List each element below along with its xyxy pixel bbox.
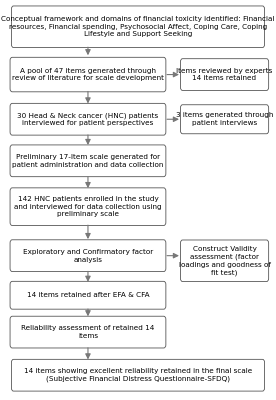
Text: Construct Validity
assessment (factor
loadings and goodness of
fit test): Construct Validity assessment (factor lo… xyxy=(179,246,270,276)
FancyBboxPatch shape xyxy=(10,57,166,92)
Text: Reliability assessment of retained 14
items: Reliability assessment of retained 14 it… xyxy=(21,325,155,339)
FancyBboxPatch shape xyxy=(181,59,269,90)
FancyBboxPatch shape xyxy=(10,316,166,348)
FancyBboxPatch shape xyxy=(10,240,166,272)
Text: 142 HNC patients enrolled in the study
and interviewed for data collection using: 142 HNC patients enrolled in the study a… xyxy=(14,196,162,218)
Text: Conceptual framework and domains of financial toxicity identified: Financial
res: Conceptual framework and domains of fina… xyxy=(1,16,275,38)
FancyBboxPatch shape xyxy=(11,6,265,48)
FancyBboxPatch shape xyxy=(10,145,166,177)
Text: 30 Head & Neck cancer (HNC) patients
interviewed for patient perspectives: 30 Head & Neck cancer (HNC) patients int… xyxy=(17,112,159,126)
FancyBboxPatch shape xyxy=(181,105,269,134)
FancyBboxPatch shape xyxy=(181,240,269,282)
FancyBboxPatch shape xyxy=(10,188,166,226)
Text: 3 items generated through
patient interviews: 3 items generated through patient interv… xyxy=(176,112,273,126)
FancyBboxPatch shape xyxy=(10,281,166,309)
Text: A pool of 47 items generated through
review of literature for scale development: A pool of 47 items generated through rev… xyxy=(12,68,164,82)
Text: Items reviewed by experts
14 items retained: Items reviewed by experts 14 items retai… xyxy=(176,68,273,82)
Text: 14 items showing excellent reliability retained in the final scale
(Subjective F: 14 items showing excellent reliability r… xyxy=(24,368,252,382)
FancyBboxPatch shape xyxy=(11,359,265,391)
FancyBboxPatch shape xyxy=(10,103,166,135)
Text: Preliminary 17-Item scale generated for
patient administration and data collecti: Preliminary 17-Item scale generated for … xyxy=(12,154,164,168)
Text: 14 items retained after EFA & CFA: 14 items retained after EFA & CFA xyxy=(27,292,149,298)
Text: Exploratory and Confirmatory factor
analysis: Exploratory and Confirmatory factor anal… xyxy=(23,249,153,262)
